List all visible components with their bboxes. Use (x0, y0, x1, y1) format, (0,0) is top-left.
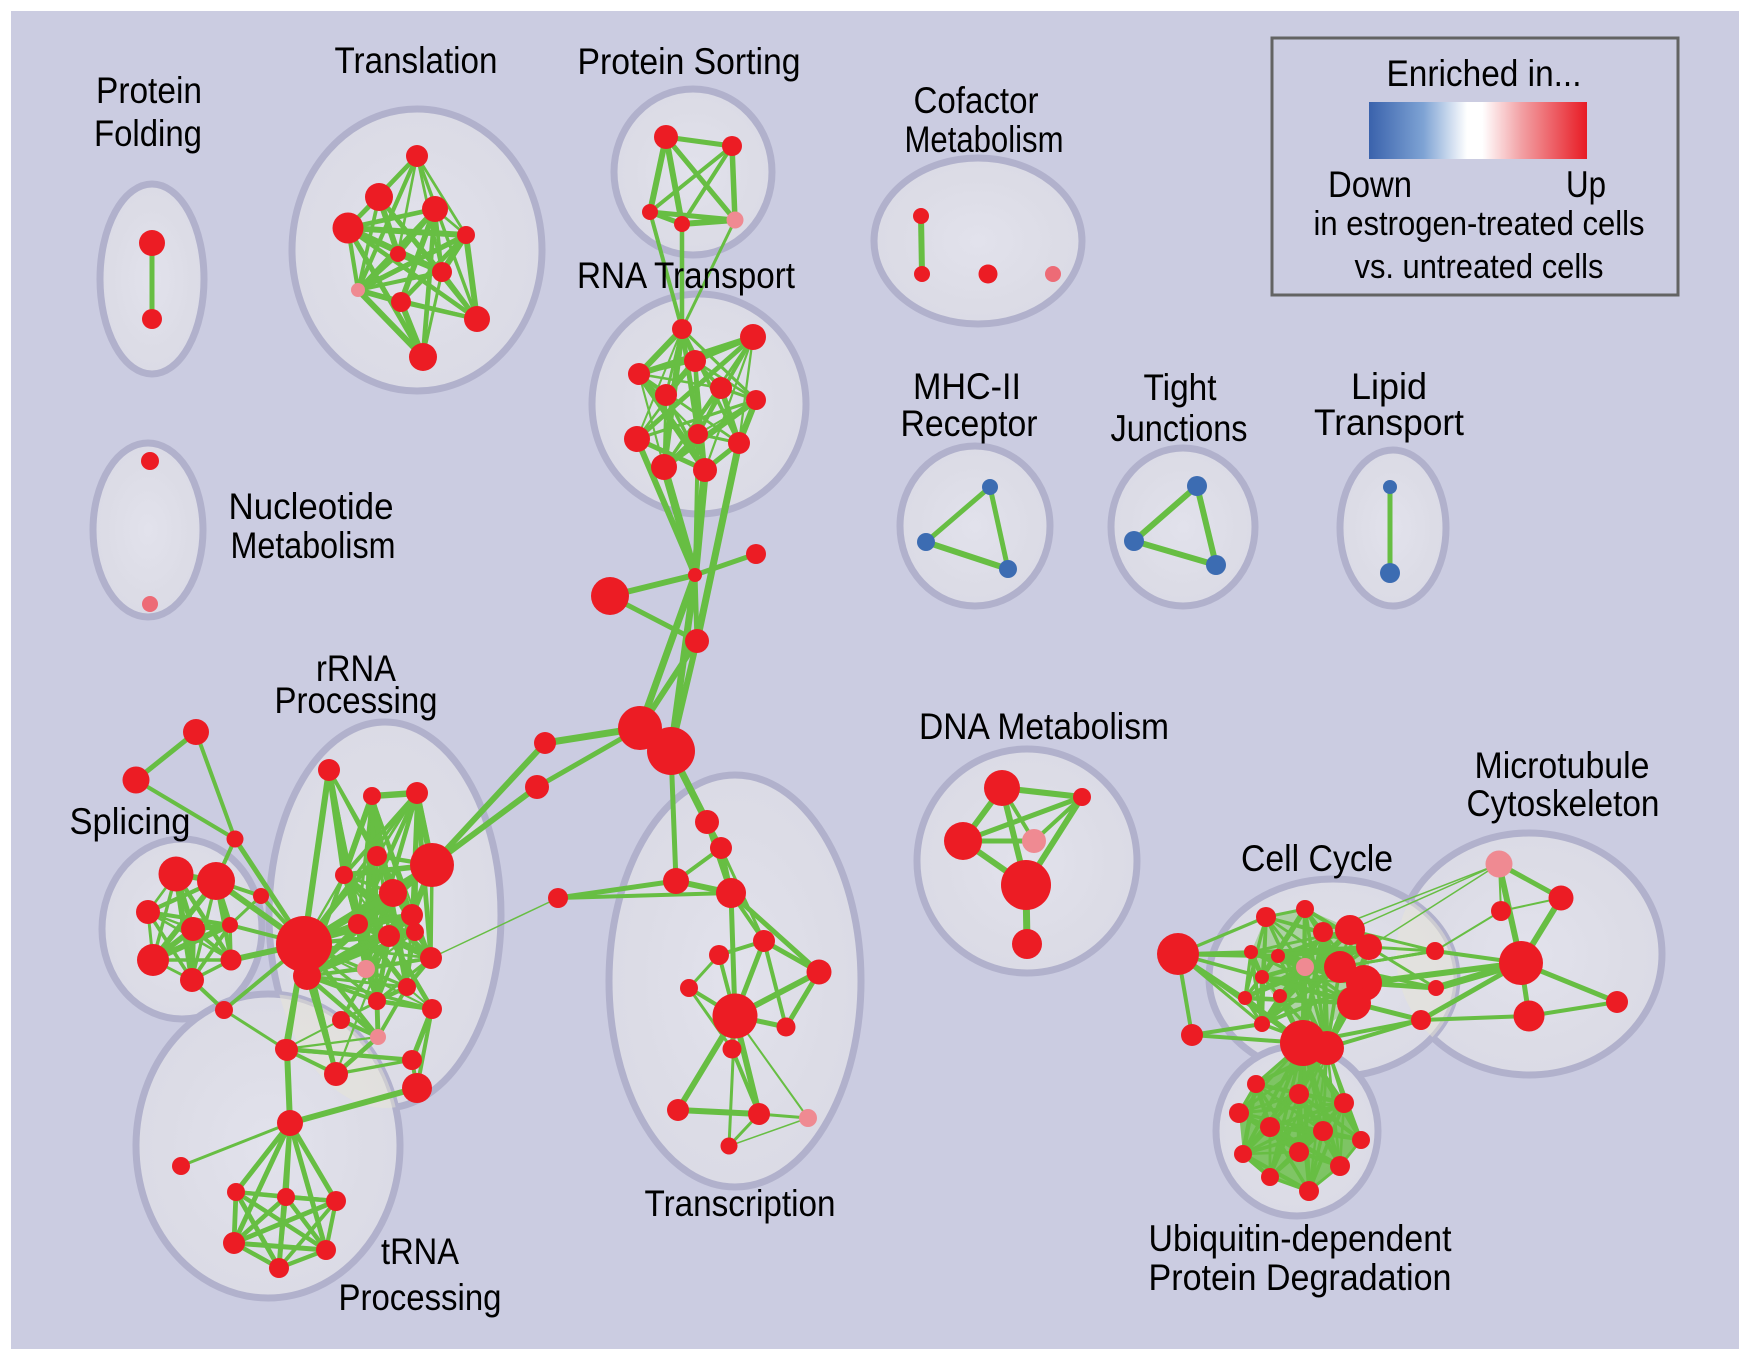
svg-text:Ubiquitin-dependent: Ubiquitin-dependent (1149, 1218, 1453, 1259)
svg-text:Protein: Protein (96, 70, 202, 111)
svg-text:Receptor: Receptor (901, 403, 1038, 444)
svg-text:Metabolism: Metabolism (905, 119, 1064, 160)
svg-text:Enriched in...: Enriched in... (1387, 53, 1582, 94)
svg-text:Tight: Tight (1144, 367, 1218, 408)
svg-text:Transport: Transport (1314, 402, 1465, 443)
svg-text:rRNA: rRNA (316, 648, 396, 689)
svg-text:Protein Degradation: Protein Degradation (1149, 1257, 1452, 1298)
svg-text:in estrogen-treated cells: in estrogen-treated cells (1314, 205, 1645, 243)
svg-text:Cell Cycle: Cell Cycle (1241, 838, 1393, 879)
svg-text:Folding: Folding (94, 113, 202, 154)
svg-text:tRNA: tRNA (381, 1231, 459, 1272)
svg-text:Up: Up (1566, 164, 1606, 205)
svg-text:Lipid: Lipid (1351, 366, 1427, 407)
svg-text:DNA Metabolism: DNA Metabolism (919, 706, 1169, 747)
svg-text:RNA Transport: RNA Transport (577, 255, 796, 296)
svg-text:Cytoskeleton: Cytoskeleton (1467, 783, 1660, 824)
svg-text:Protein Sorting: Protein Sorting (578, 41, 801, 82)
svg-text:Processing: Processing (339, 1277, 502, 1318)
svg-text:Splicing: Splicing (70, 801, 191, 842)
svg-text:Processing: Processing (275, 680, 438, 721)
svg-text:Down: Down (1328, 164, 1412, 205)
svg-text:Microtubule: Microtubule (1475, 745, 1650, 786)
svg-text:vs. untreated cells: vs. untreated cells (1355, 248, 1604, 286)
svg-text:Metabolism: Metabolism (231, 525, 396, 566)
svg-text:Cofactor: Cofactor (914, 80, 1039, 121)
svg-text:Translation: Translation (335, 40, 498, 81)
svg-text:MHC-II: MHC-II (913, 366, 1021, 407)
svg-text:Transcription: Transcription (645, 1183, 836, 1224)
svg-text:Nucleotide: Nucleotide (229, 486, 394, 527)
svg-text:Junctions: Junctions (1111, 408, 1248, 449)
